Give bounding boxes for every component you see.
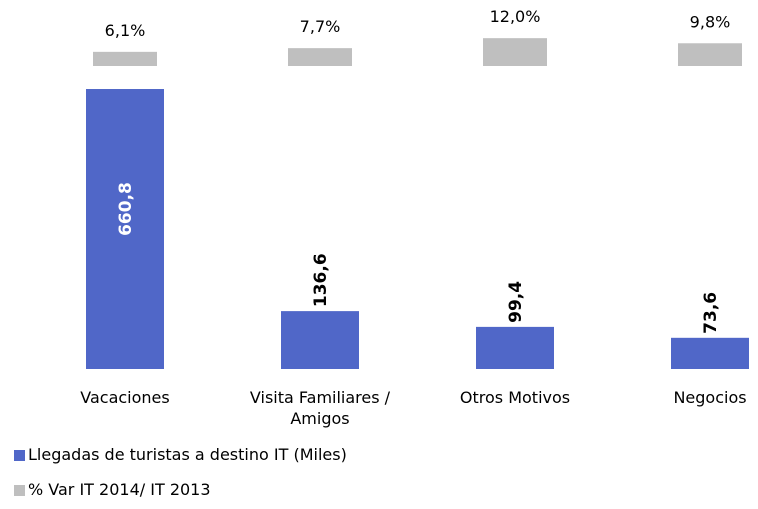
x-tick-label: Visita Familiares / Amigos xyxy=(249,388,391,428)
legend-swatch xyxy=(14,449,25,461)
x-tick-label: Negocios xyxy=(673,388,747,407)
bar xyxy=(483,38,547,66)
legend-label: Llegadas de turistas a destino IT (Miles… xyxy=(28,445,347,464)
data-label: 99,4 xyxy=(506,281,526,323)
bar xyxy=(86,89,164,370)
data-label: 12,0% xyxy=(490,7,541,26)
bar xyxy=(476,326,554,369)
data-label: 660,8 xyxy=(116,182,136,236)
legend-label: % Var IT 2014/ IT 2013 xyxy=(28,480,211,499)
legend-swatch xyxy=(14,484,25,496)
bar xyxy=(93,51,157,66)
legend-item: % Var IT 2014/ IT 2013 xyxy=(14,480,211,500)
bar xyxy=(671,337,749,369)
x-tick-label: Otros Motivos xyxy=(459,388,571,407)
data-label: 7,7% xyxy=(300,17,341,36)
data-label: 136,6 xyxy=(311,253,331,307)
bar xyxy=(281,311,359,369)
legend-item: Llegadas de turistas a destino IT (Miles… xyxy=(14,445,347,465)
bar xyxy=(678,43,742,66)
x-tick-label: Vacaciones xyxy=(80,388,170,407)
bar xyxy=(288,48,352,66)
data-label: 9,8% xyxy=(690,12,731,31)
data-label: 6,1% xyxy=(105,21,146,40)
data-label: 73,6 xyxy=(701,292,721,334)
